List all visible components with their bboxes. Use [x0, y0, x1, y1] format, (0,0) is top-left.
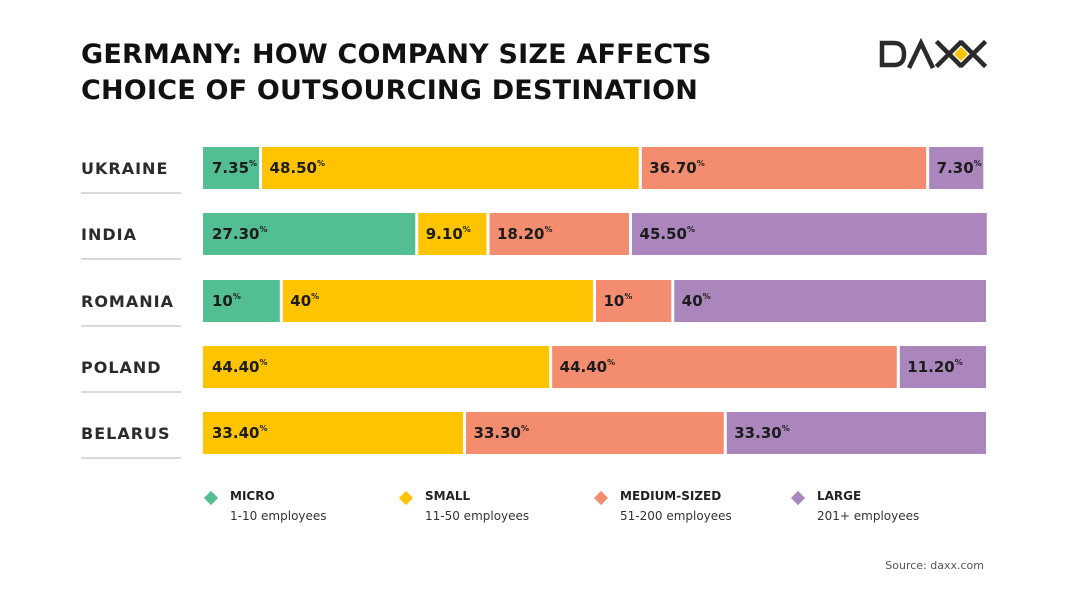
bar-segment-medium-sized: [552, 346, 897, 388]
data-label: 45.50%: [640, 225, 695, 243]
bar-segment-small: [203, 412, 464, 454]
legend: MICRO 1-10 employees SMALL 11-50 employe…: [0, 489, 1068, 529]
data-label: 33.40%: [212, 424, 267, 442]
percent-sign: %: [544, 225, 552, 234]
bar-row-romania: ROMANIA 10% 40% 10% 40%: [81, 280, 986, 327]
bar-row-belarus: BELARUS 33.40% 33.30% 33.30%: [81, 412, 986, 459]
category-label: INDIA: [81, 225, 137, 244]
title-line-2: CHOICE OF OUTSOURCING DESTINATION: [81, 75, 699, 106]
percent-sign: %: [521, 424, 529, 433]
legend-name: SMALL: [425, 489, 471, 503]
bar-segment-small: [282, 280, 593, 322]
legend-name: MEDIUM-SIZED: [620, 489, 722, 503]
legend-name: LARGE: [817, 489, 862, 503]
legend-diamond-icon: [398, 490, 414, 506]
bar-segment-medium-sized: [641, 147, 927, 189]
percent-sign: %: [259, 424, 267, 433]
stacked-bar-chart: UKRAINE 7.35% 48.50% 36.70% 7.30% INDIA 27.30%…: [81, 147, 987, 459]
percent-sign: %: [317, 159, 325, 168]
bar-row-ukraine: UKRAINE 7.35% 48.50% 36.70% 7.30%: [81, 147, 984, 194]
bar-segment-large: [899, 346, 986, 388]
category-label: ROMANIA: [81, 292, 174, 311]
bar-row-poland: POLAND 44.40% 44.40% 11.20%: [81, 346, 986, 393]
page-title: GERMANY: HOW COMPANY SIZE AFFECTS CHOICE…: [81, 37, 712, 109]
category-label: POLAND: [81, 358, 162, 377]
percent-sign: %: [955, 358, 963, 367]
bar-segment-medium-sized: [466, 412, 724, 454]
data-label: 33.30%: [734, 424, 789, 442]
logo-accent-diamond: [954, 47, 968, 61]
title-line-1: GERMANY: HOW COMPANY SIZE AFFECTS: [81, 39, 712, 70]
bar-segment-large: [632, 213, 987, 255]
category-label: UKRAINE: [81, 159, 168, 178]
legend-desc: 51-200 employees: [620, 509, 732, 523]
logo-letter-a: [906, 38, 936, 70]
category-label: BELARUS: [81, 424, 171, 443]
bar-segment-micro: [203, 147, 260, 189]
bar-segment-large: [674, 280, 986, 322]
bar-segment-medium-sized: [596, 280, 672, 322]
data-label: 9.10%: [426, 225, 471, 243]
bar-segment-small: [203, 346, 550, 388]
bar-segment-medium-sized: [489, 213, 630, 255]
legend-diamond-icon: [790, 490, 806, 506]
data-label: 11.20%: [907, 358, 962, 376]
data-label: 36.70%: [649, 159, 704, 177]
percent-sign: %: [782, 424, 790, 433]
data-label: 7.35%: [212, 159, 257, 177]
data-label: 44.40%: [212, 358, 267, 376]
percent-sign: %: [259, 358, 267, 367]
data-label: 7.30%: [937, 159, 982, 177]
bar-segment-micro: [203, 213, 416, 255]
legend-desc: 201+ employees: [817, 509, 920, 523]
source-note: Source: daxx.com: [885, 559, 984, 572]
data-label: 44.40%: [560, 358, 615, 376]
bar-row-india: INDIA 27.30% 9.10% 18.20% 45.50%: [81, 213, 987, 260]
percent-sign: %: [703, 292, 711, 301]
logo-letter-x1: [934, 39, 964, 69]
data-label: 27.30%: [212, 225, 267, 243]
logo-letter-d: [879, 40, 907, 68]
bar-segment-large: [929, 147, 984, 189]
data-label: 33.30%: [474, 424, 529, 442]
percent-sign: %: [311, 292, 319, 301]
logo-letter-x2: [958, 39, 988, 69]
legend-diamond-icon: [203, 490, 219, 506]
bar-segment-large: [726, 412, 986, 454]
percent-sign: %: [697, 159, 705, 168]
percent-sign: %: [259, 225, 267, 234]
legend-desc: 1-10 employees: [230, 509, 327, 523]
percent-sign: %: [974, 159, 982, 168]
data-label: 48.50%: [270, 159, 325, 177]
legend-name: MICRO: [230, 489, 275, 503]
percent-sign: %: [687, 225, 695, 234]
legend-diamond-icon: [593, 490, 609, 506]
bar-segment-micro: [203, 280, 280, 322]
daxx-logo: [879, 38, 988, 70]
bar-segment-small: [262, 147, 639, 189]
percent-sign: %: [463, 225, 471, 234]
percent-sign: %: [607, 358, 615, 367]
percent-sign: %: [233, 292, 241, 301]
legend-desc: 11-50 employees: [425, 509, 530, 523]
percent-sign: %: [249, 159, 257, 168]
percent-sign: %: [624, 292, 632, 301]
bar-segment-small: [418, 213, 487, 255]
data-label: 18.20%: [497, 225, 552, 243]
